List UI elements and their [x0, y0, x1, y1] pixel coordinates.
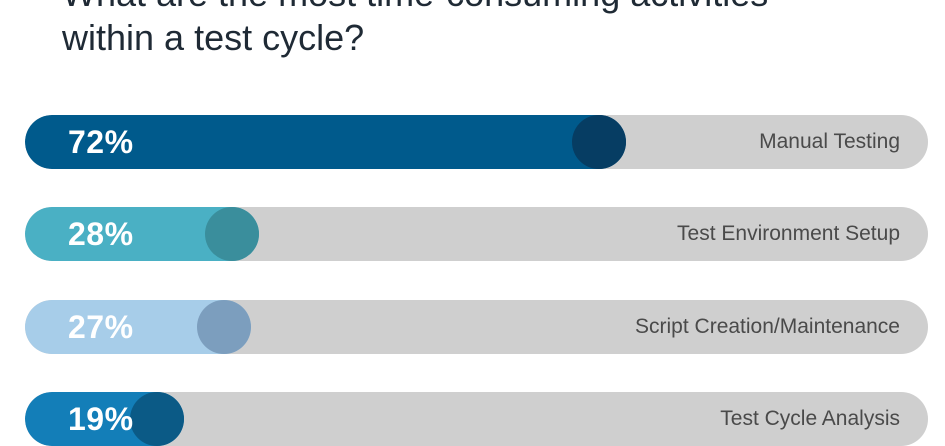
bar-track: 72% Manual Testing: [25, 115, 928, 169]
chart-title: What are the most time-consuming activit…: [62, 0, 922, 60]
bar-track: 28% Test Environment Setup: [25, 207, 928, 261]
bar-category-label: Script Creation/Maintenance: [635, 315, 900, 338]
bar-fill: [25, 300, 251, 354]
bar-fill: [25, 207, 259, 261]
bar-fill: [25, 115, 626, 169]
chart-title-line-2: within a test cycle?: [62, 17, 365, 58]
bar-value-label: 19%: [68, 401, 134, 437]
bar-value-label: 28%: [68, 216, 134, 252]
bar-value-label: 72%: [68, 124, 134, 160]
bar-end-marker: [205, 207, 259, 261]
bar-category-label: Manual Testing: [759, 130, 900, 153]
bar-track: 27% Script Creation/Maintenance: [25, 300, 928, 354]
chart-title-line-1: What are the most time-consuming activit…: [62, 0, 922, 16]
bar-category-label: Test Environment Setup: [677, 222, 900, 245]
bar-track: 19% Test Cycle Analysis: [25, 392, 928, 446]
bar-end-marker: [130, 392, 184, 446]
bar-end-marker: [197, 300, 251, 354]
horizontal-progress-chart: 72% Manual Testing 28% Test Environment Set…: [25, 115, 928, 446]
bar-end-marker: [572, 115, 626, 169]
bar-value-label: 27%: [68, 309, 134, 345]
bar-category-label: Test Cycle Analysis: [720, 407, 900, 430]
